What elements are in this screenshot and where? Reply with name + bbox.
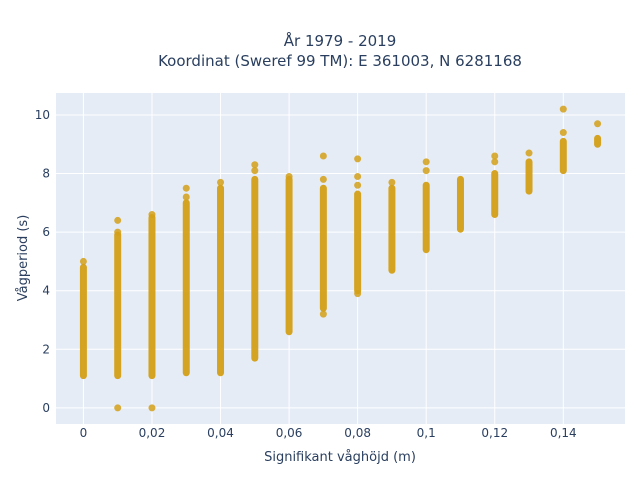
data-point bbox=[114, 404, 122, 412]
data-point bbox=[182, 193, 190, 201]
data-point bbox=[422, 167, 430, 175]
x-tick-label: 0 bbox=[80, 426, 88, 440]
x-tick-label: 0,02 bbox=[139, 426, 166, 440]
data-point bbox=[114, 228, 122, 236]
data-point bbox=[354, 181, 362, 189]
x-tick-label: 0,08 bbox=[344, 426, 371, 440]
y-tick-label: 6 bbox=[42, 225, 50, 239]
data-point bbox=[251, 167, 259, 175]
data-point bbox=[79, 257, 87, 265]
chart-title-line2: Koordinat (Sweref 99 TM): E 361003, N 62… bbox=[158, 52, 522, 70]
plot-area bbox=[56, 93, 625, 424]
x-tick-label: 0,06 bbox=[276, 426, 303, 440]
x-tick-label: 0,14 bbox=[550, 426, 577, 440]
y-tick-label: 4 bbox=[42, 284, 50, 298]
data-point bbox=[491, 158, 499, 166]
y-axis-title: Vågperiod (s) bbox=[16, 215, 31, 302]
y-tick-label: 10 bbox=[35, 108, 50, 122]
data-point bbox=[525, 149, 533, 157]
y-tick-label: 2 bbox=[42, 342, 50, 356]
data-point bbox=[182, 184, 190, 192]
x-axis-title: Signifikant våghöjd (m) bbox=[264, 450, 416, 465]
data-point bbox=[114, 216, 122, 224]
data-point bbox=[559, 129, 567, 137]
data-point bbox=[354, 172, 362, 180]
data-point bbox=[251, 161, 259, 169]
data-points bbox=[79, 105, 602, 412]
data-point bbox=[422, 158, 430, 166]
chart-title-line1: År 1979 - 2019 bbox=[284, 31, 397, 50]
x-tick-label: 0,04 bbox=[207, 426, 234, 440]
data-point bbox=[217, 178, 225, 186]
y-tick-label: 0 bbox=[42, 401, 50, 415]
data-point bbox=[319, 175, 327, 183]
data-point bbox=[148, 211, 156, 219]
x-axis-ticks: 0 0,02 0,04 0,06 0,08 0,1 0,12 0,14 bbox=[80, 426, 577, 440]
data-point bbox=[354, 155, 362, 163]
data-point bbox=[559, 105, 567, 113]
data-point bbox=[285, 172, 293, 180]
data-point bbox=[594, 120, 602, 128]
data-point bbox=[319, 152, 327, 160]
y-tick-label: 8 bbox=[42, 167, 50, 181]
x-tick-label: 0,1 bbox=[417, 426, 436, 440]
data-point bbox=[491, 152, 499, 160]
x-tick-label: 0,12 bbox=[481, 426, 508, 440]
data-point bbox=[354, 290, 362, 298]
y-axis-ticks: 0 2 4 6 8 10 bbox=[35, 108, 50, 415]
data-point bbox=[319, 310, 327, 318]
data-point bbox=[388, 178, 396, 186]
data-point bbox=[148, 404, 156, 412]
